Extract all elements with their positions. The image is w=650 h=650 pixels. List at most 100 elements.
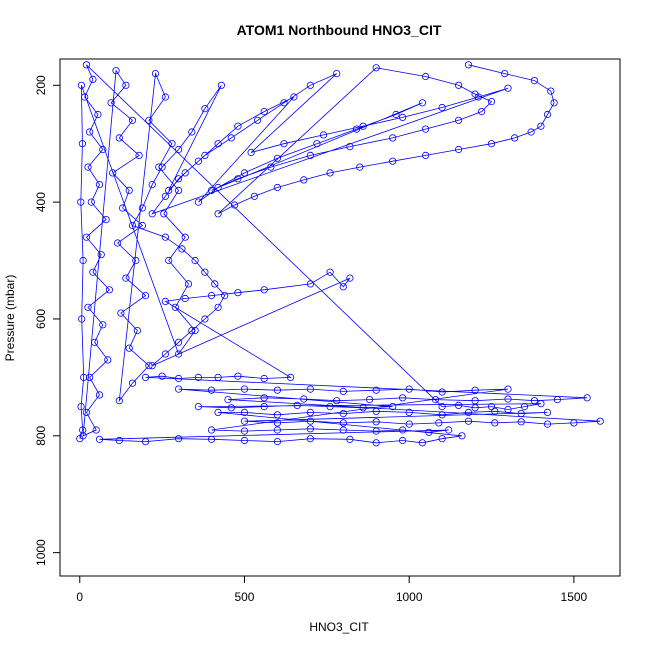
data-point	[122, 81, 130, 89]
data-point	[184, 280, 193, 288]
data-point	[454, 81, 463, 89]
data-point	[530, 397, 539, 405]
data-point	[80, 373, 88, 381]
data-point	[207, 386, 216, 394]
data-point	[372, 418, 380, 426]
y-axis-label: Pressure (mbar)	[3, 275, 17, 362]
data-point	[372, 439, 380, 447]
data-point	[214, 373, 222, 381]
data-point	[464, 417, 473, 425]
data-point	[431, 395, 440, 404]
data-point	[471, 404, 479, 412]
data-point	[125, 344, 133, 352]
data-point	[97, 251, 105, 259]
data-point	[286, 373, 295, 381]
data-point	[474, 93, 482, 101]
data-point	[234, 175, 242, 183]
y-tick-label: 800	[34, 425, 48, 445]
data-point	[151, 70, 160, 78]
data-point	[240, 408, 249, 416]
data-point	[99, 145, 107, 154]
data-point	[175, 175, 183, 183]
data-point	[530, 77, 539, 85]
data-point	[105, 286, 114, 294]
data-point	[227, 404, 235, 412]
data-point	[517, 409, 525, 418]
data-point	[333, 397, 341, 405]
data-point	[339, 426, 347, 434]
data-point	[425, 428, 433, 436]
data-point	[234, 289, 242, 297]
data-point	[306, 417, 314, 425]
data-point	[175, 385, 183, 393]
data-point	[132, 256, 140, 265]
data-point	[306, 408, 314, 416]
data-point	[107, 99, 115, 107]
data-point	[398, 394, 407, 402]
data-point	[95, 181, 104, 189]
data-point	[260, 394, 268, 402]
data-point	[79, 426, 87, 434]
data-point	[517, 418, 525, 426]
data-point	[89, 268, 97, 276]
data-layer	[76, 61, 604, 447]
data-point	[352, 125, 361, 133]
data-point	[201, 315, 209, 323]
data-point	[115, 134, 123, 142]
data-point	[114, 239, 122, 247]
data-point	[178, 245, 186, 253]
data-point	[435, 419, 443, 427]
data-point	[231, 201, 239, 209]
x-tick-label: 0	[76, 590, 83, 604]
data-point	[78, 315, 86, 323]
data-point	[142, 373, 150, 381]
data-point	[260, 402, 268, 411]
data-point	[148, 210, 156, 218]
data-point	[181, 294, 189, 303]
data-point	[161, 192, 169, 200]
data-point	[372, 427, 380, 435]
data-point	[543, 420, 552, 428]
data-point	[234, 122, 242, 130]
data-point	[214, 408, 222, 416]
data-point	[260, 108, 268, 116]
data-point	[306, 81, 314, 89]
data-point	[201, 268, 209, 276]
data-point	[128, 379, 137, 387]
data-point	[543, 408, 552, 416]
x-axis-label: HNO3_CIT	[309, 620, 369, 634]
data-point	[333, 70, 341, 78]
data-point	[175, 338, 183, 346]
data-point	[501, 70, 509, 78]
y-tick-label: 400	[34, 192, 48, 212]
data-point	[115, 436, 123, 445]
chart-title: ATOM1 Northbound HNO3_CIT	[237, 22, 442, 38]
data-point	[117, 309, 125, 317]
data-point	[128, 221, 137, 230]
data-point	[194, 373, 202, 381]
data-point	[405, 408, 413, 416]
series-line	[79, 64, 601, 444]
data-point	[115, 397, 123, 405]
data-point	[550, 99, 558, 107]
data-point	[160, 210, 168, 218]
data-point	[326, 268, 334, 276]
data-point	[365, 395, 374, 404]
data-point	[471, 386, 479, 394]
data-point	[135, 151, 143, 159]
data-point	[339, 419, 347, 427]
data-point	[438, 435, 446, 443]
data-point	[175, 145, 183, 154]
data-point	[273, 386, 281, 394]
x-axis: 0 500 1000 1500	[76, 575, 588, 604]
data-point	[421, 72, 430, 81]
x-tick-label: 500	[234, 590, 254, 604]
data-point	[418, 439, 426, 447]
data-point	[214, 210, 222, 218]
data-point	[372, 64, 380, 72]
data-point	[319, 131, 328, 139]
data-point	[280, 140, 288, 148]
data-point	[596, 417, 604, 425]
data-point	[254, 116, 262, 124]
data-point	[504, 84, 512, 92]
